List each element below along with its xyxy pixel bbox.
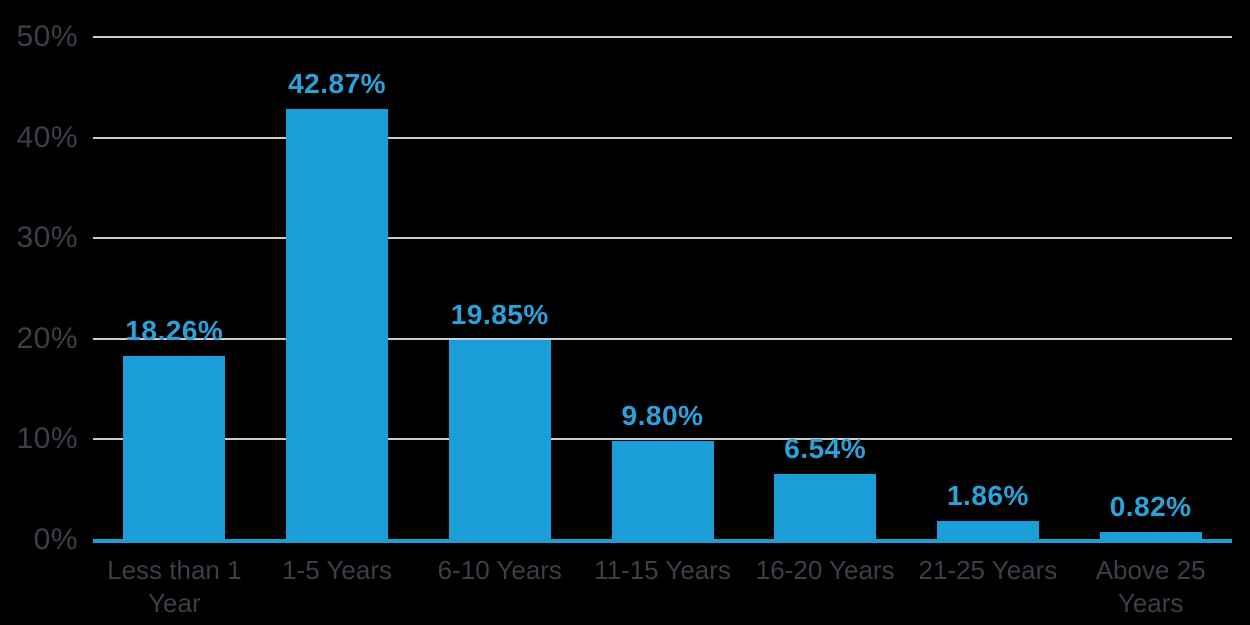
bar [448, 340, 551, 543]
gridline-40 [93, 136, 1232, 139]
bar-value-label: 18.26% [125, 315, 224, 347]
gridline-30 [93, 237, 1232, 240]
x-category-label: 21-25 Years [918, 555, 1058, 585]
bar [774, 474, 877, 543]
bar [123, 356, 226, 543]
bar [1099, 531, 1202, 543]
bar-value-label: 6.54% [784, 433, 867, 465]
y-tick-label: 50% [16, 20, 78, 53]
gridline-10 [93, 438, 1232, 441]
x-axis-line [93, 539, 1232, 543]
bar-value-label: 19.85% [450, 299, 549, 331]
y-tick-label: 10% [16, 422, 78, 456]
y-tick-label: 30% [16, 221, 78, 255]
bar [286, 108, 389, 543]
x-category-label: Above 25 Years [1095, 555, 1206, 618]
bar [936, 521, 1039, 543]
bar [611, 441, 714, 543]
bar-value-label: 9.80% [621, 400, 704, 432]
gridline-50 [93, 36, 1232, 38]
y-tick-label: 0% [33, 523, 78, 556]
gridline-20 [93, 337, 1232, 340]
x-category-label: 1-5 Years [282, 555, 392, 585]
bar-value-label: 42.87% [288, 67, 387, 99]
x-category-label: 16-20 Years [755, 555, 895, 585]
y-tick-label: 20% [16, 321, 78, 355]
x-category-label: Less than 1 Year [107, 555, 242, 618]
y-tick-label: 40% [16, 120, 78, 154]
bar-value-label: 0.82% [1109, 490, 1192, 522]
x-category-label: 11-15 Years [594, 555, 731, 585]
bar-value-label: 1.86% [946, 480, 1029, 512]
x-category-label: 6-10 Years [437, 555, 562, 585]
